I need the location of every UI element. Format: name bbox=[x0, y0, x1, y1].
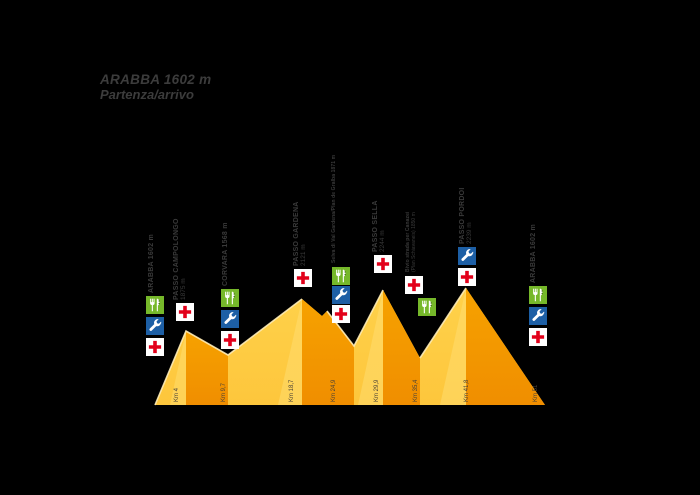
medical-icon bbox=[332, 305, 350, 323]
refreshment-icon bbox=[332, 267, 350, 285]
refreshment-icon bbox=[418, 298, 436, 316]
medical-icon bbox=[374, 255, 392, 273]
station-altitude: 2244 m bbox=[379, 230, 386, 252]
facet-gardena bbox=[302, 299, 354, 405]
medical-icon bbox=[458, 268, 476, 286]
station-name: PASSO GARDENA bbox=[293, 201, 300, 266]
station-altitude: 1875 m bbox=[180, 278, 187, 300]
title-location: ARABBA 1602 m bbox=[100, 72, 212, 87]
medical-icon bbox=[294, 269, 312, 287]
refreshment-icon bbox=[221, 289, 239, 307]
mechanic-icon bbox=[221, 310, 239, 328]
mechanic-icon bbox=[146, 317, 164, 335]
mechanic-icon bbox=[332, 286, 350, 304]
medical-icon bbox=[221, 331, 239, 349]
station-name: CORVARA 1568 m bbox=[222, 222, 229, 286]
medical-icon bbox=[529, 328, 547, 346]
station-name: PASSO SELLA bbox=[372, 200, 379, 252]
station-altitude: (Plan Schiavaneis) 1850 m bbox=[410, 212, 417, 272]
refreshment-icon bbox=[146, 296, 164, 314]
station-name: ARABBA 1602 m bbox=[530, 223, 537, 283]
station-altitude: 2121 m bbox=[300, 244, 307, 266]
facet-pordoi bbox=[466, 288, 545, 405]
medical-icon bbox=[146, 338, 164, 356]
mechanic-icon bbox=[458, 247, 476, 265]
title-start-finish: Partenza/arrivo bbox=[100, 87, 194, 102]
medical-icon bbox=[405, 276, 423, 294]
page-title: ARABBA 1602 m Partenza/arrivo bbox=[100, 72, 211, 102]
station-altitude: 2239 m bbox=[466, 222, 473, 244]
mechanic-icon bbox=[529, 307, 547, 325]
station-name: PASSO CAMPOLONGO bbox=[173, 218, 180, 300]
station-name: PASSO PORDOI bbox=[459, 187, 466, 244]
facet-sella bbox=[383, 290, 420, 405]
medical-icon bbox=[176, 303, 194, 321]
station-name: ARABBA 1602 m bbox=[148, 233, 155, 293]
refreshment-icon bbox=[529, 286, 547, 304]
station-name: Selva di Val Gardena/Plan de Gralba 1871… bbox=[331, 154, 337, 263]
